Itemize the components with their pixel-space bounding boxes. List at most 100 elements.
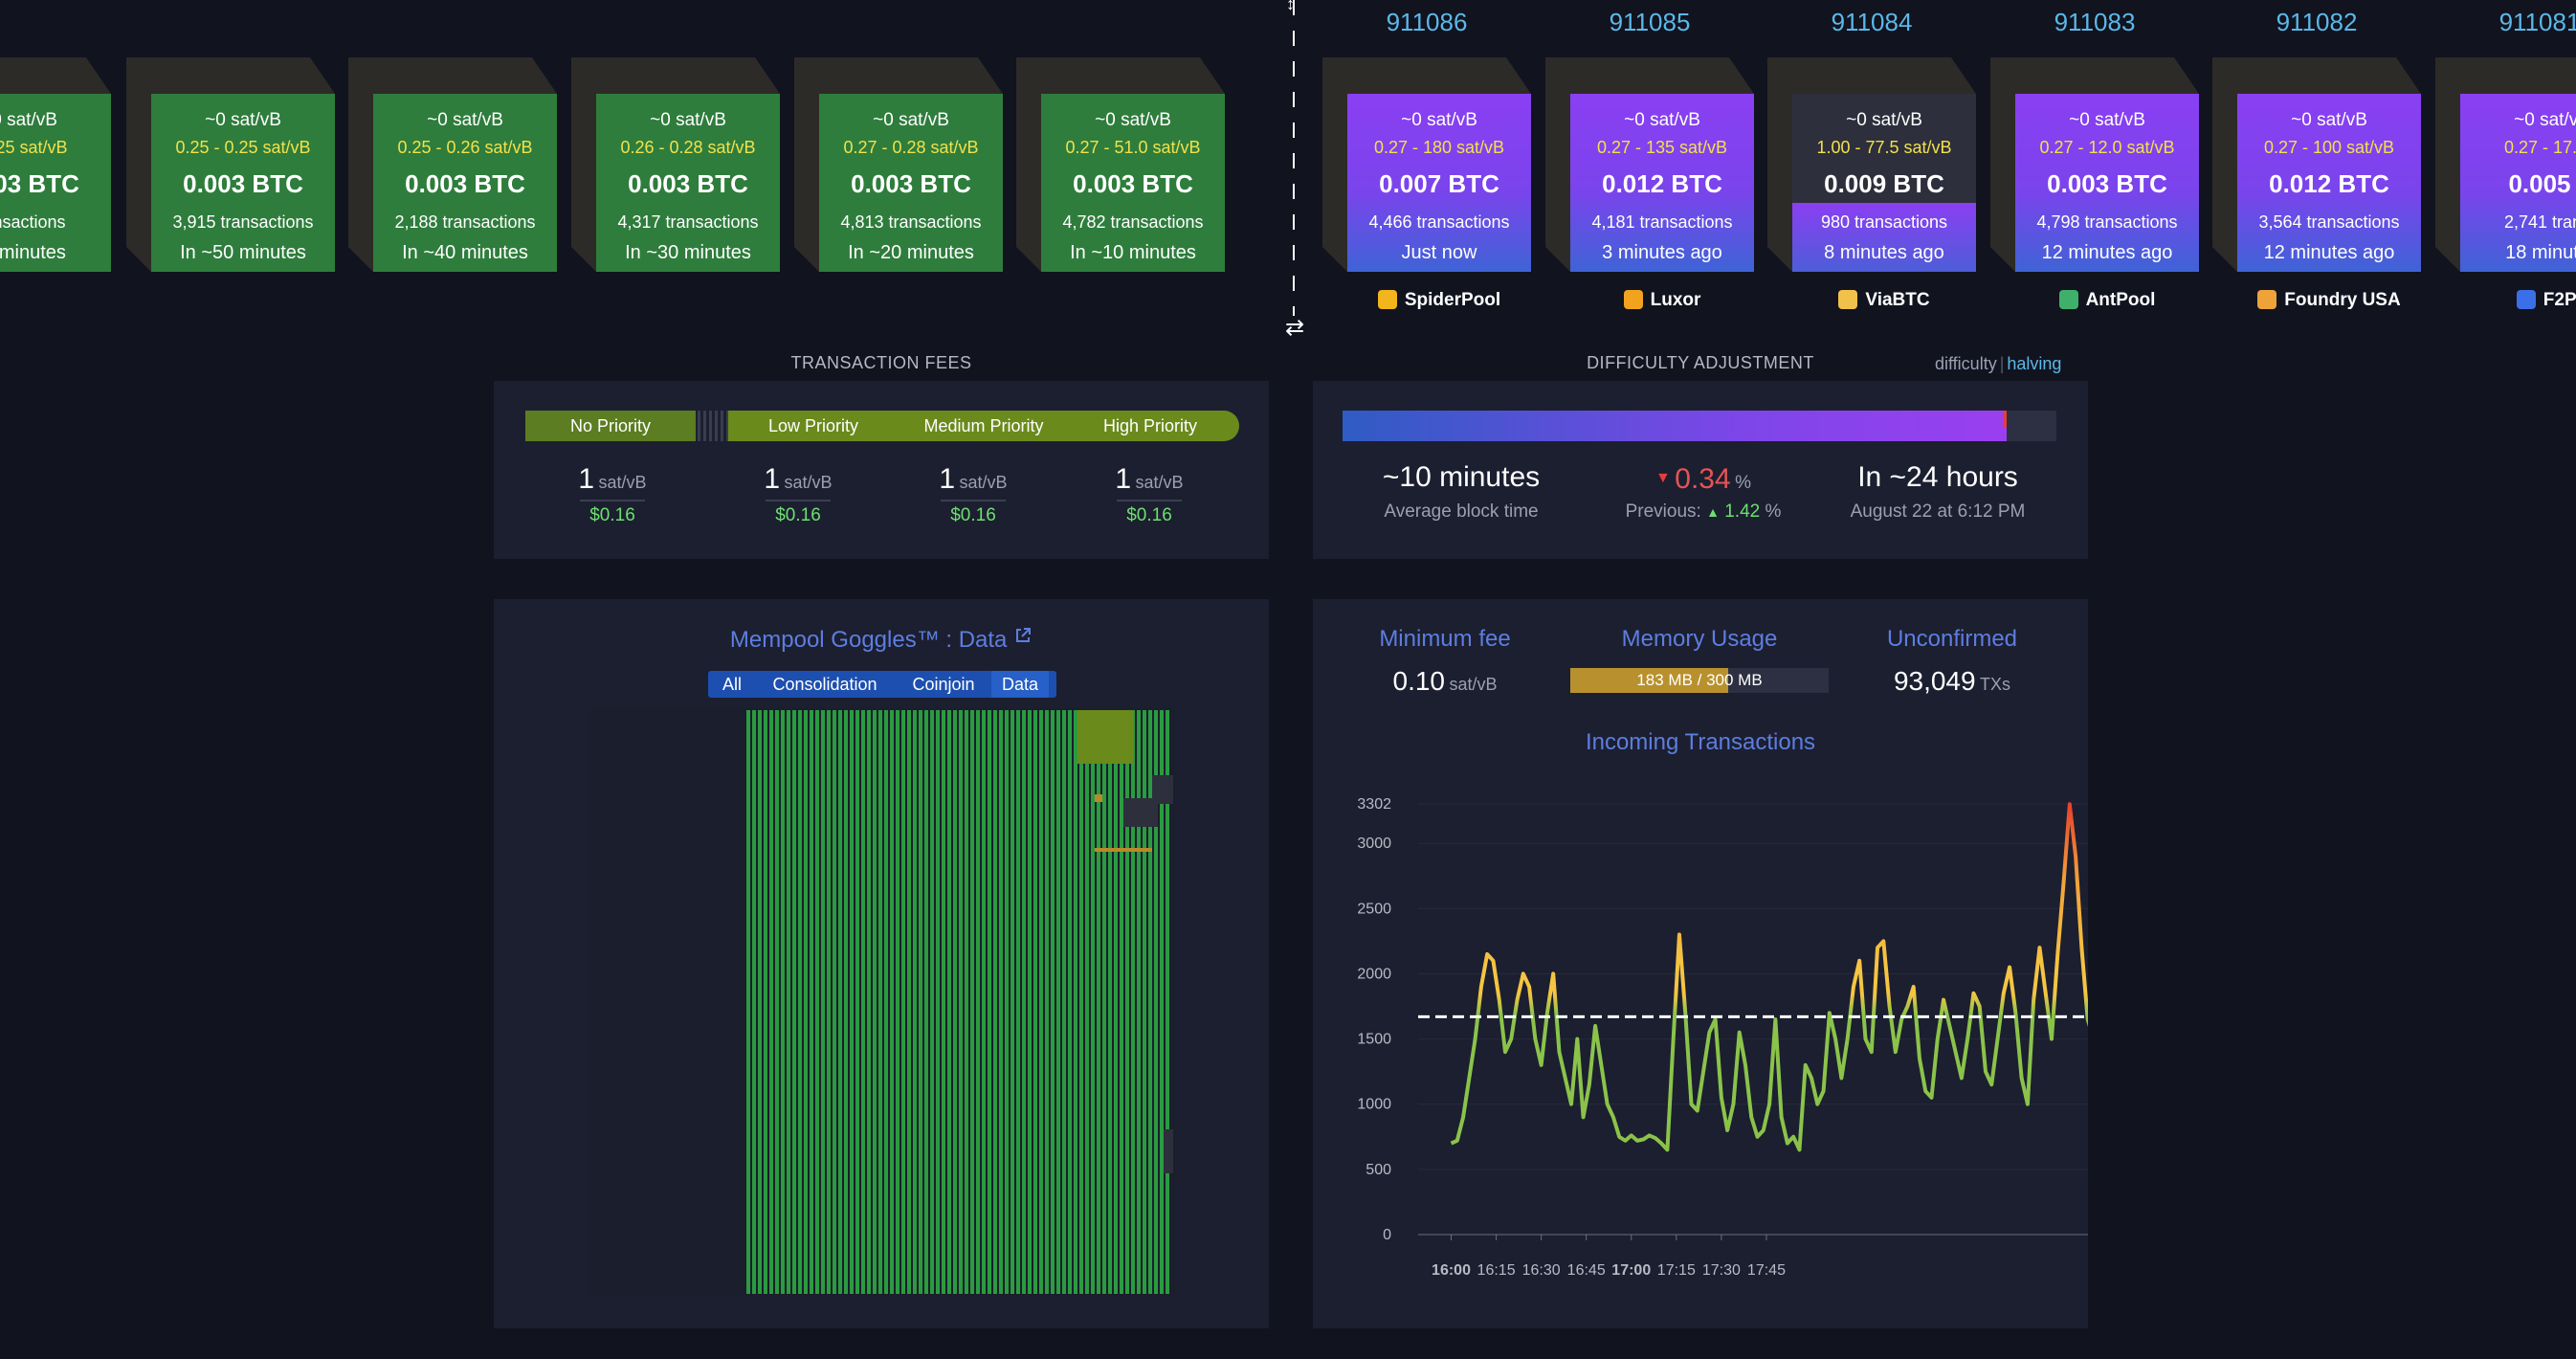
mining-pool[interactable]: AntPool bbox=[2015, 290, 2199, 311]
external-link-icon[interactable] bbox=[1013, 626, 1033, 645]
mined-block[interactable]: ~0 sat/vB 0.27 - 12.0 sat/vB 0.003 BTC 4… bbox=[1990, 57, 2199, 272]
block-tx-count: 2,188 transactions bbox=[394, 212, 536, 232]
block-fee-median: ~0 sat/vB bbox=[1624, 110, 1700, 130]
y-tick-label: 1000 bbox=[1357, 1097, 1391, 1113]
incoming-tx-title: Incoming Transactions bbox=[1585, 729, 1816, 755]
swap-arrows-icon[interactable]: ⇄ bbox=[1284, 315, 1305, 341]
block-side bbox=[126, 57, 151, 272]
block-fee-range: 0.25 - 0.25 sat/vB bbox=[175, 138, 311, 157]
block-fee-median: ~0 sat/vB bbox=[1401, 110, 1477, 130]
projected-block[interactable]: ~0 sat/vB 0.27 - 51.0 sat/vB 0.003 BTC 4… bbox=[1016, 57, 1225, 272]
block-total: 0.005 B bbox=[2508, 169, 2576, 198]
block-time: 12 minutes ago bbox=[2041, 242, 2173, 263]
min-fee-stat: Minimum fee 0.10 sat/vB bbox=[1340, 626, 1550, 697]
block-side bbox=[1016, 57, 1041, 272]
filter-coinjoin[interactable]: Coinjoin bbox=[912, 675, 975, 694]
block-side bbox=[1767, 57, 1792, 272]
difficulty-section-title: DIFFICULTY ADJUSTMENT bbox=[1587, 353, 1814, 372]
mempool-block-visualization[interactable] bbox=[588, 708, 1175, 1296]
block-total: 0.012 BTC bbox=[1602, 169, 1722, 198]
projected-block[interactable]: ~0 sat/vB 0.25 - 0.25 sat/vB 0.003 BTC 3… bbox=[126, 57, 335, 272]
goggles-title-text: Mempool Goggles™ : Data bbox=[729, 627, 1008, 653]
block-face: ~0 sat/vB 0.27 - 12.0 sat/vB 0.003 BTC 4… bbox=[2015, 94, 2199, 272]
x-tick-label: 16:15 bbox=[1477, 1262, 1516, 1279]
block-tx-count: 3,564 transactions bbox=[2258, 212, 2400, 232]
tab-separator: | bbox=[1999, 354, 2005, 373]
mempool-tx-dark-c bbox=[1164, 1129, 1173, 1173]
difficulty-progress-track bbox=[1343, 411, 2056, 441]
x-tick-label: 17:00 bbox=[1611, 1262, 1651, 1279]
x-tick-label: 17:15 bbox=[1657, 1262, 1696, 1279]
projected-block[interactable]: ~0 sat/vB 0.27 - 0.28 sat/vB 0.003 BTC 4… bbox=[794, 57, 1003, 272]
tab-difficulty[interactable]: difficulty bbox=[1935, 354, 1997, 373]
block-tx-count: 980 transactions bbox=[1820, 212, 1948, 232]
block-height[interactable]: 911084 bbox=[1831, 8, 1913, 36]
block-height[interactable]: 911085 bbox=[1609, 8, 1691, 36]
mining-pool[interactable]: Luxor bbox=[1570, 290, 1754, 311]
mined-block[interactable]: ~0 sat/vB 1.00 - 77.5 sat/vB 0.009 BTC 9… bbox=[1767, 57, 1976, 272]
incoming-tx-chart[interactable]: 0 500 1000 1500 2000 2500 3000 3302 16:00 16:15 16… bbox=[1313, 766, 2088, 1311]
mining-pool[interactable]: Foundry USA bbox=[2237, 290, 2421, 311]
mined-block[interactable]: ~0 sat/vB 0.27 - 180 sat/vB 0.007 BTC 4,… bbox=[1322, 57, 1531, 272]
projected-block[interactable]: ~0 sat/vB 0.25 - 0.26 sat/vB 0.003 BTC 2… bbox=[348, 57, 557, 272]
stats-chart-panel bbox=[1313, 599, 2088, 1328]
mining-pool[interactable]: ViaBTC bbox=[1792, 290, 1976, 311]
block-fee-median: ~0 sat/vB bbox=[0, 110, 57, 130]
difficulty-change-unit: % bbox=[1735, 473, 1752, 493]
y-tick-label: 0 bbox=[1383, 1227, 1391, 1243]
y-tick-label: 2500 bbox=[1357, 901, 1391, 917]
mined-block[interactable]: ~0 sat/vB 0.27 - 135 sat/vB 0.012 BTC 4,… bbox=[1545, 57, 1754, 272]
mining-pool[interactable]: SpiderPool bbox=[1347, 290, 1531, 311]
filter-all[interactable]: All bbox=[722, 675, 742, 694]
fee-bar-gap bbox=[698, 411, 728, 441]
block-fee-range: 0.27 - 180 sat/vB bbox=[1373, 138, 1505, 157]
goggles-title[interactable]: Mempool Goggles™ : Data bbox=[494, 626, 1269, 654]
difficulty-eta: In ~24 hours August 22 at 6:12 PM bbox=[1818, 461, 2057, 523]
projected-block[interactable]: ~0 sat/vB 0.26 - 0.28 sat/vB 0.003 BTC 4… bbox=[571, 57, 780, 272]
mined-block[interactable]: ~0 sat/vB 0.27 - 17.0 s 0.005 B 2,741 tr… bbox=[2435, 57, 2576, 272]
arrow-up-icon[interactable]: ↕ bbox=[1286, 0, 1295, 13]
mining-pool[interactable]: F2Po bbox=[2460, 290, 2576, 311]
filter-data[interactable]: Data bbox=[991, 671, 1049, 698]
block-side bbox=[348, 57, 373, 272]
block-height[interactable]: 911081 bbox=[2498, 8, 2576, 36]
block-eta: In ~40 minutes bbox=[402, 242, 528, 263]
block-fee-range: 1.00 - 77.5 sat/vB bbox=[1816, 138, 1952, 157]
block-fee-median: ~0 sat/vB bbox=[2069, 110, 2145, 130]
block-fee-range: 0.27 - 100 sat/vB bbox=[2263, 138, 2395, 157]
pool-logo-icon bbox=[2058, 290, 2078, 309]
block-face: ~0 sat/vB 0.27 - 100 sat/vB 0.012 BTC 3,… bbox=[2237, 94, 2421, 272]
block-top bbox=[0, 57, 111, 94]
block-top bbox=[571, 57, 780, 94]
block-face: ~0 sat/vB 0.27 - 51.0 sat/vB 0.003 BTC 4… bbox=[1041, 94, 1225, 272]
block-tx-count: 3,915 transactions bbox=[172, 212, 314, 232]
fee-number: 1 bbox=[939, 463, 956, 495]
pool-name: AntPool bbox=[2085, 290, 2156, 310]
tab-halving[interactable]: halving bbox=[2007, 354, 2062, 373]
filter-consolidation[interactable]: Consolidation bbox=[772, 675, 877, 694]
block-top bbox=[1545, 57, 1754, 94]
fee-usd: $0.16 bbox=[941, 500, 1006, 526]
difficulty-eta-date: August 22 at 6:12 PM bbox=[1850, 501, 2026, 522]
projected-block[interactable]: ~0 sat/vB - 0.25 sat/vB 0.003 BTC transa… bbox=[0, 57, 111, 272]
block-tx-count: 4,782 transactions bbox=[1062, 212, 1204, 232]
block-height[interactable]: 911086 bbox=[1386, 8, 1468, 36]
block-height[interactable]: 911082 bbox=[2276, 8, 2358, 36]
block-height[interactable]: 911083 bbox=[2054, 8, 2136, 36]
mined-block[interactable]: ~0 sat/vB 0.27 - 100 sat/vB 0.012 BTC 3,… bbox=[2212, 57, 2421, 272]
pool-logo-icon bbox=[2516, 290, 2536, 309]
y-tick-label: 1500 bbox=[1357, 1032, 1391, 1048]
block-total: 0.003 BTC bbox=[405, 169, 525, 198]
fee-value-high-priority: 1 sat/vB $0.16 bbox=[1082, 463, 1216, 526]
block-top bbox=[1990, 57, 2199, 94]
block-fill bbox=[1792, 203, 1976, 272]
difficulty-change-value: 0.34 bbox=[1675, 463, 1731, 495]
pool-name: Luxor bbox=[1650, 290, 1701, 310]
mempool-tx-dark-b bbox=[1152, 775, 1173, 804]
block-face: ~0 sat/vB 0.26 - 0.28 sat/vB 0.003 BTC 4… bbox=[596, 94, 780, 272]
block-total: 0.003 BTC bbox=[183, 169, 303, 198]
min-fee-label: Minimum fee bbox=[1379, 626, 1511, 652]
block-top bbox=[1016, 57, 1225, 94]
x-tick-label: 17:45 bbox=[1747, 1262, 1786, 1279]
block-face: ~0 sat/vB 0.25 - 0.25 sat/vB 0.003 BTC 3… bbox=[151, 94, 335, 272]
